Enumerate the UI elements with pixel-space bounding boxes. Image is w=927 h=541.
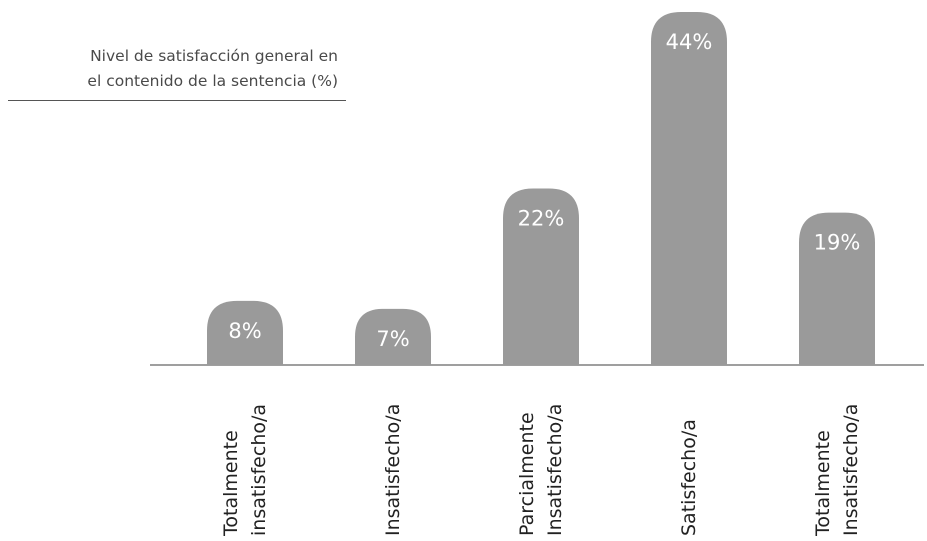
category-label-1-line-2: insatisfecho/a	[248, 404, 270, 536]
category-label-2-line-1: Insatisfecho/a	[382, 404, 404, 536]
bar-1	[207, 300, 283, 365]
bar-5	[799, 212, 875, 365]
category-labels-group: Totalmente insatisfecho/a Insatisfecho/a Pa…	[220, 404, 862, 537]
bar-value-label-3: 22%	[518, 207, 565, 231]
bar-value-label-5: 19%	[814, 231, 861, 255]
category-label-4-line-1: Satisfecho/a	[678, 419, 700, 536]
chart-title-line-1: Nivel de satisfacción general en	[90, 47, 338, 65]
category-label-3-line-2: Insatisfecho/a	[544, 404, 566, 536]
chart-title: Nivel de satisfacción general en el cont…	[0, 44, 338, 94]
bar-2	[355, 308, 431, 365]
bar-3	[503, 188, 579, 365]
category-label-3-line-1: Parcialmente	[516, 412, 538, 536]
bar-value-label-1: 8%	[228, 319, 261, 343]
bar-4	[651, 12, 727, 365]
category-label-5-line-1: Totalmente	[812, 430, 834, 537]
title-underline	[8, 100, 346, 101]
chart-title-line-2: el contenido de la sentencia (%)	[87, 72, 338, 90]
bars-group: 8% 7% 22% 44% 19%	[207, 12, 875, 365]
category-label-1-line-1: Totalmente	[220, 430, 242, 537]
bar-value-label-2: 7%	[376, 327, 409, 351]
bar-value-label-4: 44%	[666, 30, 713, 54]
category-label-5-line-2: Insatisfecho/a	[840, 404, 862, 536]
